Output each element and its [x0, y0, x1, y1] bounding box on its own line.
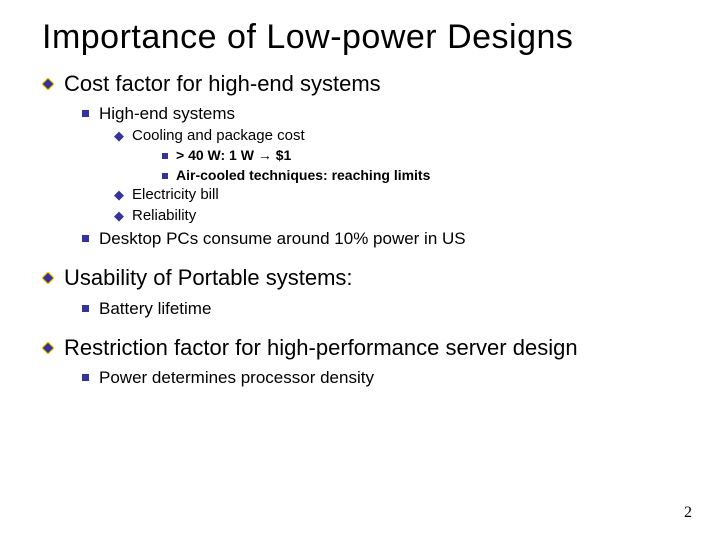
- bullet-battery: Battery lifetime: [82, 298, 678, 319]
- bullet-text: Electricity bill: [132, 186, 219, 205]
- bullet-text: Power determines processor density: [99, 367, 374, 388]
- square-icon: [82, 235, 89, 242]
- bullet-electricity: ◆ Electricity bill: [114, 186, 678, 205]
- bullet-text: High-end systems: [99, 103, 235, 124]
- bullet-restriction: Restriction factor for high-performance …: [42, 335, 678, 361]
- diamond-icon: [42, 342, 54, 354]
- chevron-icon: ◆: [114, 187, 124, 203]
- bullet-cost-factor: Cost factor for high-end systems: [42, 71, 678, 97]
- square-icon: [82, 110, 89, 117]
- bullet-text: > 40 W: 1 W → $1: [176, 147, 291, 165]
- diamond-icon: [42, 78, 54, 90]
- bullet-text: Cooling and package cost: [132, 127, 305, 146]
- slide: Importance of Low-power Designs Cost fac…: [0, 0, 720, 388]
- bullet-text: Air-cooled techniques: reaching limits: [176, 167, 430, 185]
- square-icon: [82, 305, 89, 312]
- bullet-text: Reliability: [132, 207, 196, 226]
- bullet-text: Restriction factor for high-performance …: [64, 335, 578, 361]
- chevron-icon: ◆: [114, 208, 124, 224]
- spacer: [42, 321, 678, 335]
- square-icon: [162, 153, 168, 159]
- bullet-text: Usability of Portable systems:: [64, 265, 353, 291]
- bullet-desktop-pcs: Desktop PCs consume around 10% power in …: [82, 228, 678, 249]
- bullet-usability: Usability of Portable systems:: [42, 265, 678, 291]
- square-icon: [162, 173, 168, 179]
- spacer: [42, 251, 678, 265]
- bullet-text: Cost factor for high-end systems: [64, 71, 381, 97]
- bullet-text: Desktop PCs consume around 10% power in …: [99, 228, 466, 249]
- bullet-40w: > 40 W: 1 W → $1: [162, 147, 678, 165]
- square-icon: [82, 374, 89, 381]
- diamond-icon: [42, 272, 54, 284]
- slide-title: Importance of Low-power Designs: [42, 18, 678, 57]
- bullet-text: Battery lifetime: [99, 298, 211, 319]
- bullet-high-end-systems: High-end systems: [82, 103, 678, 124]
- page-number: 2: [684, 504, 692, 522]
- bullet-cooling-cost: ◆ Cooling and package cost: [114, 127, 678, 146]
- bullet-power-density: Power determines processor density: [82, 367, 678, 388]
- bullet-air-cooled: Air-cooled techniques: reaching limits: [162, 167, 678, 185]
- chevron-icon: ◆: [114, 128, 124, 144]
- bullet-reliability: ◆ Reliability: [114, 207, 678, 226]
